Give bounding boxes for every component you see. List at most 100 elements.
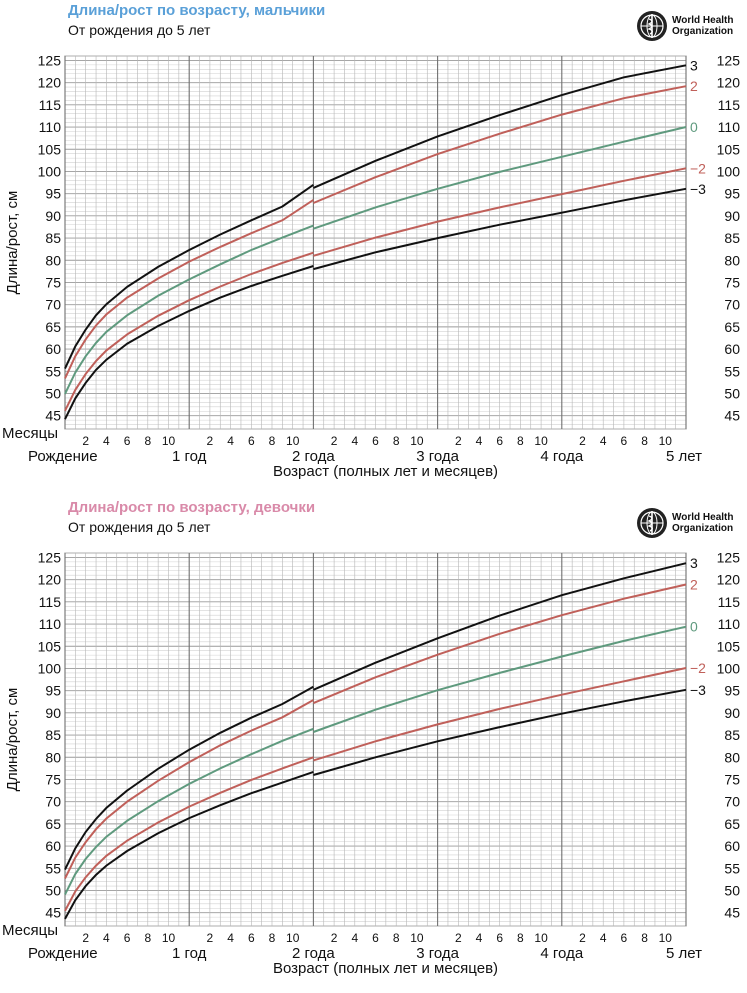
month-tick-label: 2 — [331, 931, 338, 945]
who-logo-line-2: Organization — [672, 26, 734, 37]
month-tick-label: 2 — [455, 434, 462, 448]
months-label: Месяцы — [2, 425, 58, 442]
y-tick-label-left: 100 — [38, 163, 62, 179]
series-line-2-height — [313, 126, 687, 230]
year-label: 3 года — [416, 945, 459, 962]
y-tick-label-left: 65 — [45, 816, 61, 832]
year-labels: Рождение 1 год 2 года 3 года 4 года 5 лет — [28, 448, 702, 465]
series-line-1-height — [313, 85, 687, 204]
y-tick-label-right: 65 — [724, 319, 740, 335]
chart-title: Длина/рост по возрасту, девочки — [68, 499, 316, 516]
grid — [64, 55, 687, 430]
y-axis-title: Длина/рост, см — [4, 688, 21, 792]
y-tick-label-left: 50 — [45, 882, 61, 898]
y-tick-label-left: 100 — [38, 660, 62, 676]
month-tick-label: 8 — [393, 434, 400, 448]
month-tick-label: 4 — [600, 931, 607, 945]
y-tick-label-right: 50 — [724, 385, 740, 401]
y-ticks: 45 45 50 50 55 55 60 60 65 65 70 70 75 75 80 80 85 85 90 90… — [38, 549, 741, 920]
y-tick-label-right: 70 — [724, 297, 740, 313]
month-tick-label: 4 — [227, 434, 234, 448]
chart-plot: 3 2 0 −2 −3 45 45 50 50 55 55 60 60 65 65 70 70 75 75 80 80 8… — [2, 52, 741, 480]
month-tick-label: 6 — [621, 434, 628, 448]
month-tick-label: 6 — [124, 931, 131, 945]
y-tick-label-left: 45 — [45, 408, 61, 424]
month-tick-label: 6 — [372, 931, 379, 945]
x-axis-title: Возраст (полных лет и месяцев) — [273, 463, 498, 480]
series-line-3-length — [64, 251, 314, 412]
month-ticks: 2 4 6 8 10 2 4 6 8 10 2 4 6 8 10 2 4 6 8 10 2 4 6 8 10 — [82, 931, 672, 945]
month-tick-label: 8 — [517, 931, 524, 945]
year-label: 1 год — [172, 448, 207, 465]
year-label: 2 года — [292, 448, 335, 465]
y-tick-label-left: 60 — [45, 341, 61, 357]
month-tick-label: 8 — [641, 931, 648, 945]
month-tick-label: 4 — [351, 434, 358, 448]
who-logo-line-2: Organization — [672, 523, 734, 534]
year-label: 5 лет — [666, 448, 702, 465]
y-tick-label-right: 80 — [724, 252, 740, 268]
boys-chart-panel: Длина/рост по возрасту, мальчики От рожд… — [0, 0, 747, 496]
y-tick-label-right: 105 — [717, 141, 741, 157]
y-tick-label-left: 60 — [45, 838, 61, 854]
month-tick-label: 4 — [351, 931, 358, 945]
y-tick-label-left: 95 — [45, 683, 61, 699]
month-tick-label: 6 — [496, 931, 503, 945]
month-tick-label: 4 — [227, 931, 234, 945]
month-tick-label: 10 — [659, 434, 673, 448]
year-label: 2 года — [292, 945, 335, 962]
series-line-2-length — [64, 727, 314, 895]
months-label: Месяцы — [2, 922, 58, 939]
y-tick-label-left: 45 — [45, 905, 61, 921]
month-tick-label: 2 — [82, 931, 89, 945]
series: 3 2 0 −2 −3 — [64, 57, 706, 420]
month-tick-label: 2 — [455, 931, 462, 945]
y-ticks: 45 45 50 50 55 55 60 60 65 65 70 70 75 75 80 80 85 85 90 90… — [38, 52, 741, 423]
y-tick-label-left: 80 — [45, 252, 61, 268]
month-tick-label: 8 — [269, 931, 276, 945]
year-labels: Рождение 1 год 2 года 3 года 4 года 5 лет — [28, 945, 702, 962]
y-tick-label-right: 80 — [724, 749, 740, 765]
y-tick-label-right: 85 — [724, 230, 740, 246]
month-tick-label: 8 — [393, 931, 400, 945]
series-line-4-length — [64, 770, 314, 920]
series-line-3-height — [313, 167, 687, 257]
who-emblem-icon — [637, 508, 667, 538]
who-logo: World Health Organization — [636, 10, 733, 42]
month-tick-label: 10 — [162, 931, 176, 945]
who-logo-text: World Health Organization — [672, 512, 733, 534]
series-label: 3 — [690, 57, 698, 73]
month-tick-label: 6 — [621, 931, 628, 945]
y-tick-label-left: 65 — [45, 319, 61, 335]
y-tick-label-left: 125 — [38, 549, 62, 565]
month-tick-label: 6 — [496, 434, 503, 448]
series-line-2-height — [313, 625, 687, 733]
chart-subtitle: От рождения до 5 лет — [68, 519, 211, 535]
series-label: 3 — [690, 555, 698, 571]
series-line-1-length — [64, 699, 314, 879]
series-label: 2 — [690, 78, 698, 94]
y-tick-label-left: 85 — [45, 727, 61, 743]
y-tick-label-left: 70 — [45, 297, 61, 313]
series-label: −2 — [690, 660, 706, 676]
series-line-0-height — [313, 64, 687, 189]
month-tick-label: 10 — [410, 931, 424, 945]
month-tick-label: 8 — [144, 931, 151, 945]
y-tick-label-right: 115 — [718, 97, 741, 113]
y-tick-label-right: 65 — [724, 816, 740, 832]
who-emblem-icon — [637, 11, 667, 41]
y-tick-label-left: 105 — [38, 141, 62, 157]
y-tick-label-left: 80 — [45, 749, 61, 765]
month-tick-label: 4 — [476, 434, 483, 448]
y-tick-label-right: 60 — [724, 838, 740, 854]
y-tick-label-right: 120 — [717, 75, 741, 91]
month-tick-label: 2 — [579, 931, 586, 945]
year-label: Рождение — [28, 448, 98, 465]
y-tick-label-left: 115 — [39, 594, 62, 610]
who-logo: World Health Organization — [636, 507, 733, 539]
series-label: 0 — [690, 119, 698, 135]
series-line-4-length — [64, 265, 314, 420]
month-tick-label: 4 — [476, 931, 483, 945]
y-axis-title: Длина/рост, см — [4, 191, 21, 295]
y-tick-label-right: 45 — [724, 408, 740, 424]
